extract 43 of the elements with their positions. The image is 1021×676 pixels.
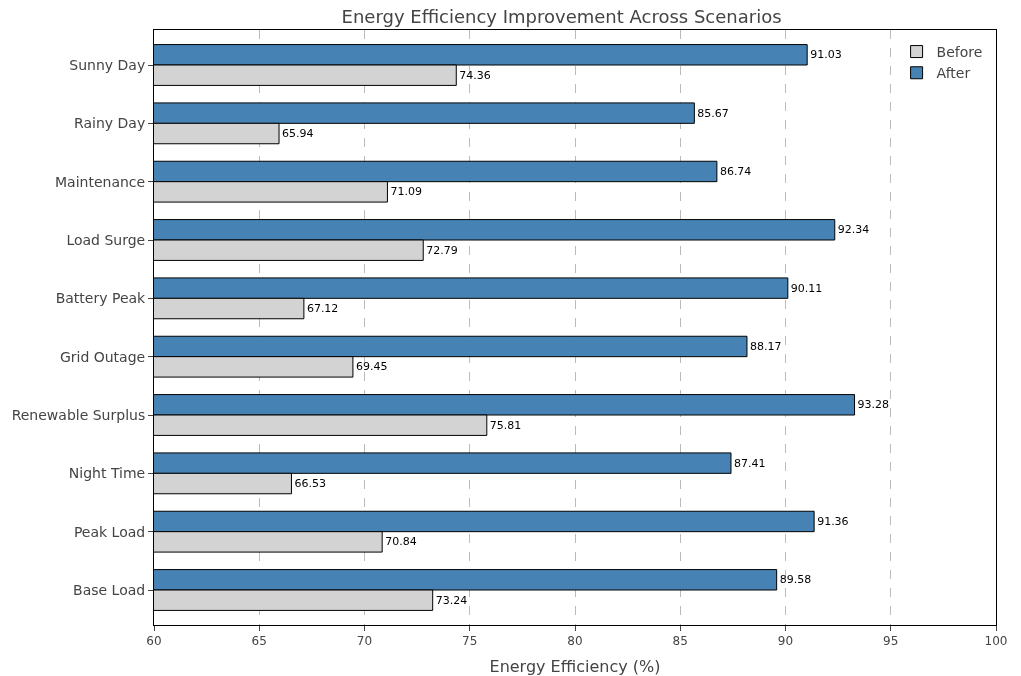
x-tick-label: 95 [883, 634, 899, 649]
legend-label: Before [936, 44, 983, 61]
data-label: 69.45 [355, 360, 388, 374]
data-label: 87.41 [733, 456, 766, 470]
data-label: 71.09 [390, 185, 422, 199]
x-tick-label: 100 [984, 634, 1008, 649]
data-label: 65.94 [282, 127, 314, 141]
data-label: 88.17 [749, 339, 782, 353]
data-label: 92.34 [837, 223, 870, 237]
y-tick-label: Sunny Day [69, 56, 146, 73]
legend-label: After [936, 65, 971, 82]
data-label: 91.36 [817, 514, 849, 528]
x-tick-label: 65 [251, 634, 267, 649]
x-tick-label: 80 [567, 634, 583, 649]
y-tick-label: Grid Outage [59, 348, 146, 365]
data-label: 67.12 [306, 302, 339, 316]
data-label: 73.24 [435, 593, 468, 607]
x-tick-label: 60 [146, 634, 162, 649]
y-tick-label: Renewable Surplus [11, 406, 146, 423]
x-tick-label: 90 [777, 634, 794, 649]
data-label: 74.36 [459, 68, 491, 82]
data-label: 93.28 [857, 398, 890, 412]
data-label: 89.58 [779, 573, 812, 587]
x-axis-title: Energy Efficiency (%) [489, 657, 661, 676]
y-tick-label: Peak Load [73, 523, 146, 540]
data-label: 86.74 [719, 164, 752, 178]
y-tick-label: Rainy Day [74, 115, 146, 132]
y-tick-label: Maintenance [55, 173, 146, 190]
data-label: 70.84 [385, 535, 417, 549]
data-label: 75.81 [489, 418, 522, 432]
data-label: 85.67 [697, 106, 729, 120]
data-label: 66.53 [294, 477, 326, 491]
y-tick-label: Base Load [73, 581, 146, 598]
x-tick-label: 85 [672, 634, 688, 649]
y-tick-label: Load Surge [66, 231, 146, 248]
y-tick-label: Night Time [68, 465, 146, 482]
data-label: 90.11 [790, 281, 823, 295]
y-tick-label: Battery Peak [55, 290, 147, 307]
data-label: 72.79 [426, 243, 458, 257]
x-tick-label: 75 [462, 634, 478, 649]
chart-title: Energy Efficiency Improvement Across Scenarios [341, 5, 782, 27]
data-label: 91.03 [810, 48, 842, 62]
x-tick-label: 70 [356, 634, 373, 649]
